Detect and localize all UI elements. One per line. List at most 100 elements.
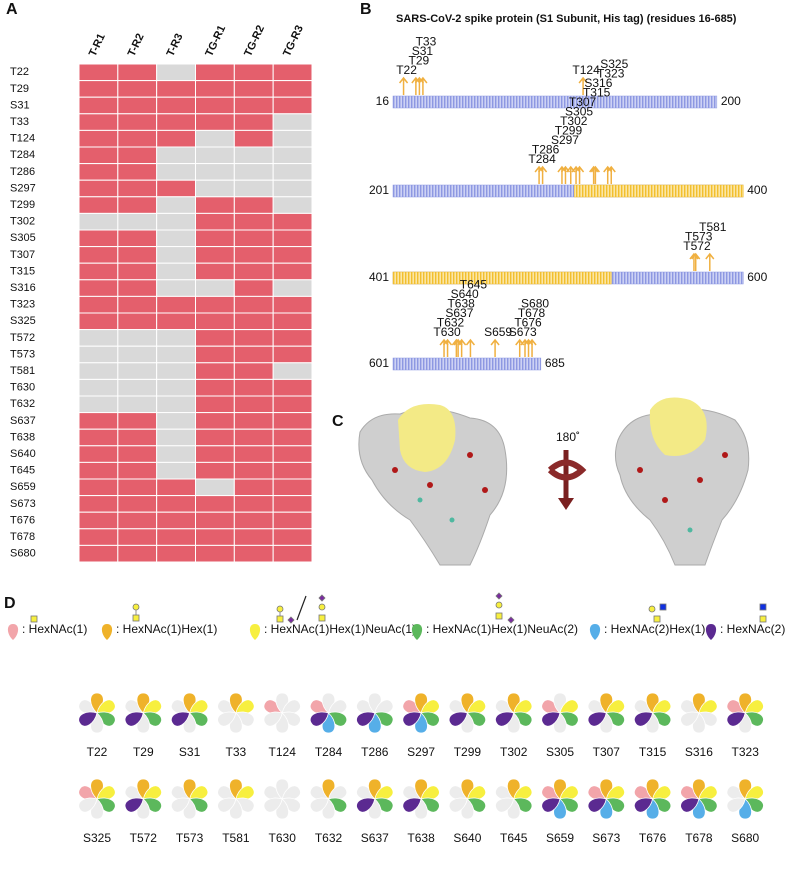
heatmap-cell [233, 196, 274, 214]
site-label: T638 [407, 831, 435, 845]
site-label: T315 [583, 86, 611, 100]
glycan-petal [680, 797, 700, 813]
site-label: S673 [592, 831, 620, 845]
heatmap-cell [272, 246, 313, 264]
heatmap-cell [272, 478, 313, 497]
legend-label: : HexNAc(1)Hex(1)NeuAc(2) [426, 622, 578, 636]
heatmap-cell [78, 544, 119, 563]
heatmap-cell [233, 63, 274, 82]
heatmap-cell [195, 428, 235, 447]
heatmap-cell [195, 196, 235, 214]
rotation-arrow [547, 450, 587, 510]
heatmap-cell [78, 528, 119, 546]
heatmap-cell [156, 163, 197, 181]
heatmap-cell [78, 395, 119, 414]
sequence-start: 401 [369, 270, 389, 284]
heatmap-cell [117, 495, 158, 513]
legend-label: : HexNAc(2) [720, 622, 785, 636]
heatmap-cell [195, 113, 235, 131]
row-label: T676 [10, 514, 35, 526]
site-label: S31 [412, 44, 434, 58]
heatmap-cell [272, 146, 313, 165]
glycan-petal [217, 797, 237, 813]
site-arrow [414, 76, 424, 95]
site-label: S637 [361, 831, 389, 845]
site-label: S297 [551, 133, 579, 147]
glycan-petal [217, 711, 237, 727]
site-label: T573 [176, 831, 204, 845]
site-label: S640 [451, 287, 479, 301]
heatmap-cell [117, 362, 158, 380]
heatmap-cell [78, 495, 119, 513]
heatmap-cell [156, 528, 197, 546]
site-label: S637 [445, 306, 473, 320]
site-arrow [538, 165, 548, 184]
heatmap-cell [195, 345, 235, 364]
heatmap-cell [78, 329, 119, 347]
site-arrow [411, 76, 421, 95]
legend-glyph [7, 624, 19, 640]
legend-label: : HexNAc(1) [22, 622, 87, 636]
rotation-label: 180˚ [556, 430, 580, 444]
heatmap-cell [156, 63, 197, 82]
legend-label: : HexNAc(1)Hex(1)NeuAc(1) [264, 622, 416, 636]
sequence-start: 16 [376, 94, 390, 108]
site-label: S680 [731, 831, 759, 845]
structure-right [614, 397, 750, 566]
heatmap-cell [272, 329, 313, 347]
heatmap-cell [272, 163, 313, 181]
heatmap-cell [272, 395, 313, 414]
heatmap-cell [233, 246, 274, 264]
heatmap-cell [156, 262, 197, 281]
site-arrow [523, 338, 534, 357]
site-arrow [705, 252, 715, 271]
row-label: T22 [10, 66, 29, 78]
site-label: T29 [133, 745, 154, 759]
heatmap-cell [156, 428, 197, 447]
heatmap-cell [156, 113, 197, 131]
legend-glyph [101, 624, 113, 640]
row-label: T299 [10, 199, 35, 211]
heatmap-cell [156, 329, 197, 347]
site-label: T645 [500, 831, 528, 845]
sequence-end: 200 [721, 94, 741, 108]
heatmap-cell [233, 528, 274, 546]
site-arrow [557, 165, 567, 184]
heatmap-cell [156, 395, 197, 414]
glycan-petal [495, 711, 515, 727]
heatmap-cell [78, 412, 119, 430]
heatmap-cell [156, 461, 197, 480]
site-arrow [490, 338, 500, 357]
site-label: T307 [593, 745, 621, 759]
row-label: S673 [10, 498, 36, 510]
row-label: T678 [10, 531, 35, 543]
site-arrow [439, 338, 449, 357]
heatmap-cell [156, 412, 197, 430]
site-label: S640 [453, 831, 481, 845]
row-label: T573 [10, 348, 35, 360]
heatmap-cell [233, 129, 274, 148]
row-label: T286 [10, 166, 35, 178]
site-arrow [603, 165, 613, 184]
heatmap-cell [195, 511, 235, 530]
panel-label: A [6, 1, 18, 18]
heatmap-cell [195, 246, 235, 264]
heatmap-cell [233, 146, 274, 165]
heatmap-cell [272, 262, 313, 281]
site-label: T284 [528, 152, 556, 166]
row-label: T638 [10, 431, 35, 443]
heatmap-cell [233, 80, 274, 98]
heatmap-cell [233, 229, 274, 248]
heatmap-cell [195, 129, 235, 148]
heatmap-cell [156, 345, 197, 364]
row-label: S305 [10, 232, 36, 244]
heatmap-cell [156, 246, 197, 264]
site-label: T572 [683, 239, 711, 253]
heatmap-cell [272, 428, 313, 447]
glycan-petal [726, 797, 746, 813]
site-label: T632 [437, 316, 465, 330]
heatmap-cell [195, 80, 235, 98]
site-label: T33 [416, 35, 437, 49]
heatmap-cell [272, 113, 313, 131]
glycan-petal [402, 797, 422, 813]
